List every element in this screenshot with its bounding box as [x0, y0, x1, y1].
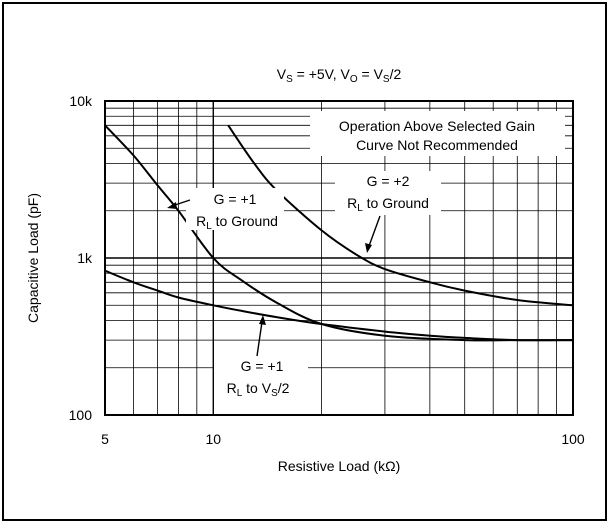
y-tick-label: 1k	[77, 250, 93, 266]
label-g1-vs2-gain: G = +1	[241, 358, 284, 374]
y-tick-label: 10k	[69, 93, 93, 109]
label-g1-ground-gain: G = +1	[214, 191, 257, 207]
y-tick-label: 100	[69, 407, 93, 423]
series-line-1	[105, 125, 573, 340]
x-tick-label: 100	[561, 431, 585, 447]
y-axis-label: Capacitive Load (pF)	[25, 193, 41, 323]
arrow-g1-vs2	[257, 322, 262, 356]
chart-title: VS = +5V, VO = VS/2	[277, 66, 402, 85]
label-backgrounds	[186, 111, 565, 398]
x-axis-label: Resistive Load (kΩ)	[278, 458, 401, 474]
region-note-line1: Operation Above Selected Gain	[339, 118, 535, 134]
x-tick-label: 5	[101, 431, 109, 447]
arrowhead-g1-vs2	[259, 315, 266, 325]
region-note-line2: Curve Not Recommended	[356, 137, 518, 153]
x-tick-label: 10	[205, 431, 221, 447]
curves	[105, 125, 573, 340]
label-g2-ground-gain: G = +2	[367, 173, 410, 189]
arrowhead-g2-ground	[365, 243, 372, 253]
arrow-g2-ground	[369, 216, 380, 246]
